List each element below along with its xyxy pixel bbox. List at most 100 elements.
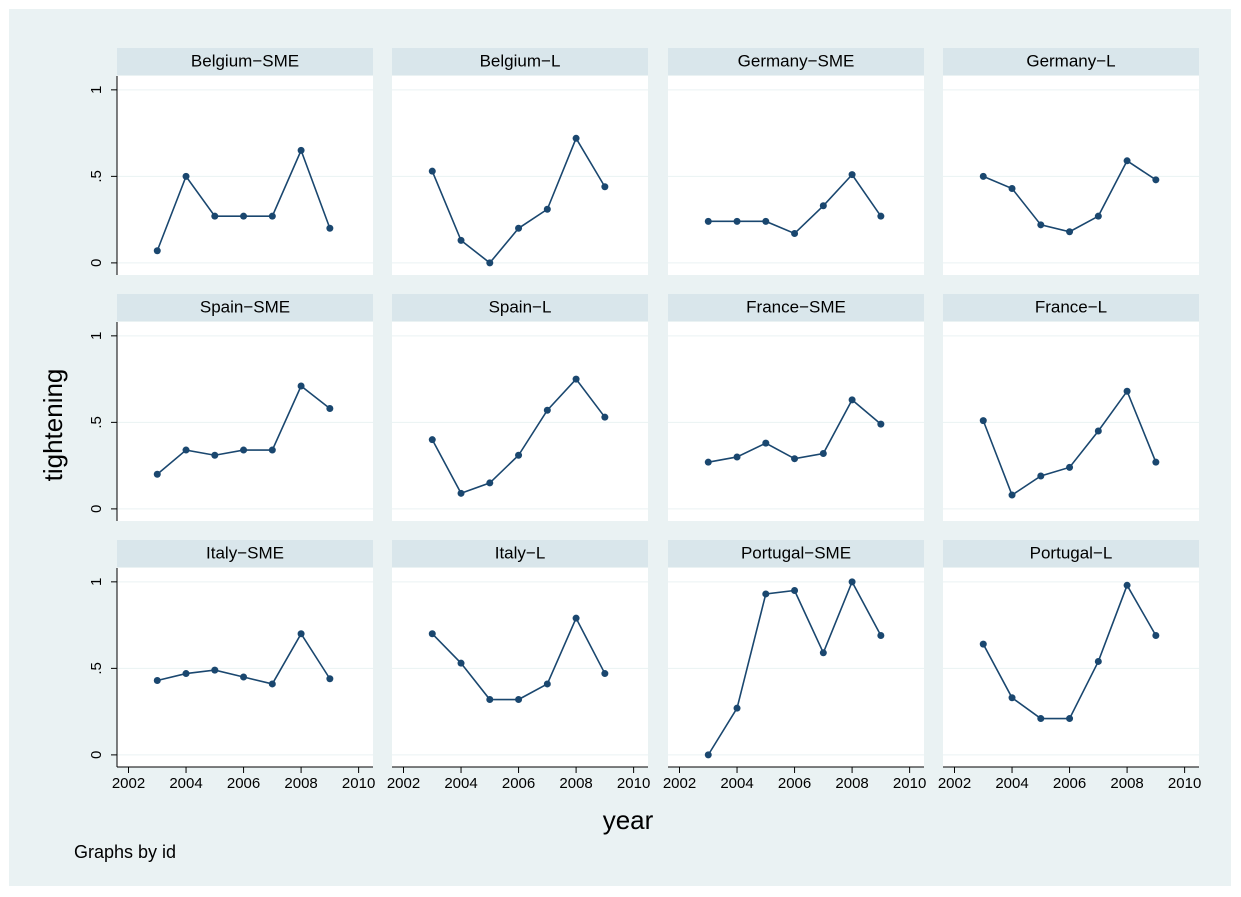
- panel-title: France−L: [1035, 297, 1107, 316]
- marker: [297, 382, 305, 390]
- marker: [601, 413, 609, 421]
- marker: [1152, 631, 1160, 639]
- note: Graphs by id: [74, 842, 176, 862]
- marker: [791, 586, 799, 594]
- y-tick-label: 0: [88, 259, 105, 267]
- x-tick-label: 2006: [1053, 775, 1086, 792]
- marker: [1037, 221, 1045, 229]
- x-tick-label: 2008: [559, 775, 592, 792]
- marker: [543, 406, 551, 414]
- x-tick-label: 2002: [387, 775, 420, 792]
- marker: [704, 751, 712, 759]
- x-tick-label: 2006: [778, 775, 811, 792]
- y-tick-label: .5: [88, 662, 105, 675]
- marker: [1066, 715, 1074, 723]
- plot-area: [668, 76, 924, 275]
- y-tick-label: 0: [88, 751, 105, 759]
- marker: [1037, 715, 1045, 723]
- marker: [979, 172, 987, 180]
- marker: [211, 666, 219, 674]
- plot-area: [943, 568, 1199, 767]
- marker: [1152, 176, 1160, 184]
- marker: [457, 659, 465, 667]
- marker: [153, 676, 161, 684]
- strip: [117, 48, 373, 75]
- marker: [297, 146, 305, 154]
- marker: [153, 247, 161, 255]
- marker: [877, 631, 885, 639]
- marker: [240, 446, 248, 454]
- panel-title: Belgium−L: [480, 51, 561, 70]
- plot-area: [117, 322, 373, 521]
- marker: [704, 217, 712, 225]
- panel-title: France−SME: [746, 297, 846, 316]
- marker: [1123, 157, 1131, 165]
- marker: [979, 417, 987, 425]
- x-tick-label: 2004: [169, 775, 202, 792]
- x-tick-label: 2006: [502, 775, 535, 792]
- marker: [515, 224, 523, 232]
- x-tick-label: 2002: [663, 775, 696, 792]
- marker: [819, 202, 827, 210]
- x-tick-label: 2010: [342, 775, 375, 792]
- marker: [877, 212, 885, 220]
- marker: [515, 696, 523, 704]
- marker: [1037, 472, 1045, 480]
- marker: [268, 446, 276, 454]
- marker: [515, 451, 523, 459]
- marker: [1008, 694, 1016, 702]
- marker: [1152, 458, 1160, 466]
- strip: [668, 294, 924, 321]
- marker: [211, 451, 219, 459]
- marker: [762, 590, 770, 598]
- x-tick-label: 2010: [893, 775, 926, 792]
- plot-area: [392, 568, 648, 767]
- marker: [733, 704, 741, 712]
- x-tick-label: 2008: [835, 775, 868, 792]
- marker: [182, 446, 190, 454]
- y-axis-title: tightening: [38, 369, 68, 482]
- panel-title: Portugal−SME: [741, 543, 851, 562]
- marker: [268, 680, 276, 688]
- marker: [1094, 657, 1102, 665]
- strip: [668, 48, 924, 75]
- marker: [240, 673, 248, 681]
- x-tick-label: 2008: [1110, 775, 1143, 792]
- y-tick-label: .5: [88, 170, 105, 183]
- marker: [326, 405, 334, 413]
- marker: [326, 675, 334, 683]
- marker: [819, 450, 827, 458]
- marker: [791, 455, 799, 463]
- marker: [1008, 491, 1016, 499]
- marker: [572, 375, 580, 383]
- panel-title: Spain−L: [489, 297, 552, 316]
- marker: [543, 205, 551, 213]
- x-tick-label: 2004: [720, 775, 753, 792]
- marker: [979, 640, 987, 648]
- marker: [182, 670, 190, 678]
- strip: [392, 294, 648, 321]
- strip: [943, 294, 1199, 321]
- x-tick-label: 2002: [112, 775, 145, 792]
- marker: [486, 479, 494, 487]
- marker: [1123, 387, 1131, 395]
- panel-title: Germany−L: [1026, 51, 1115, 70]
- x-tick-label: 2004: [444, 775, 477, 792]
- x-tick-label: 2006: [227, 775, 260, 792]
- marker: [848, 396, 856, 404]
- x-tick-label: 2010: [1168, 775, 1201, 792]
- marker: [486, 259, 494, 267]
- marker: [877, 420, 885, 428]
- y-tick-label: 1: [88, 578, 105, 586]
- marker: [848, 578, 856, 586]
- marker: [1066, 228, 1074, 236]
- plot-area: [392, 322, 648, 521]
- marker: [704, 458, 712, 466]
- strip: [117, 294, 373, 321]
- marker: [268, 212, 276, 220]
- marker: [211, 212, 219, 220]
- marker: [791, 229, 799, 237]
- plot-area: [668, 568, 924, 767]
- y-tick-label: 1: [88, 332, 105, 340]
